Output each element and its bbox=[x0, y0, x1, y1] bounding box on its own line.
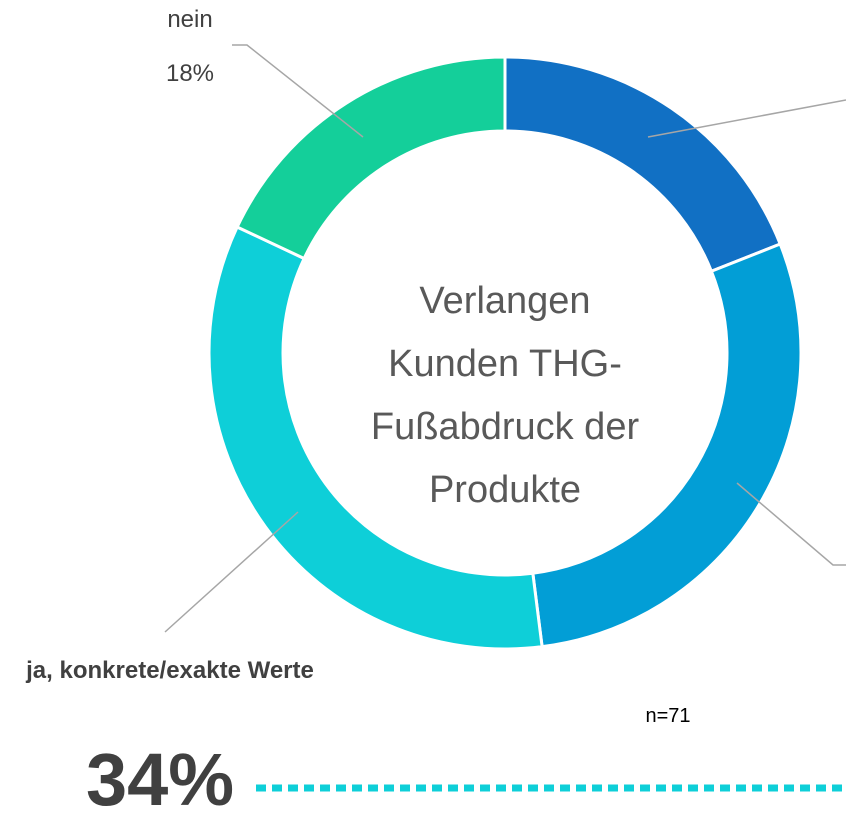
leader-line bbox=[164, 511, 299, 633]
category-label: nein bbox=[167, 6, 213, 33]
donut-slice bbox=[503, 55, 783, 274]
center-title: Verlangen Kunden THG-Fußabdruck der Prod… bbox=[370, 280, 640, 511]
leader-line bbox=[736, 482, 846, 566]
slices bbox=[207, 55, 803, 651]
category-label: ja, konkrete/exakte Werte bbox=[26, 657, 314, 684]
leader-lines bbox=[164, 44, 846, 633]
sample-note: n=71 bbox=[645, 705, 691, 727]
leader-line bbox=[232, 44, 364, 138]
leader-line bbox=[647, 99, 846, 138]
value-label: 34% bbox=[85, 738, 235, 819]
donut-slice bbox=[235, 55, 507, 261]
donut-slice bbox=[207, 224, 544, 651]
donut-slice bbox=[531, 242, 803, 649]
value-label: 18% bbox=[165, 60, 215, 87]
